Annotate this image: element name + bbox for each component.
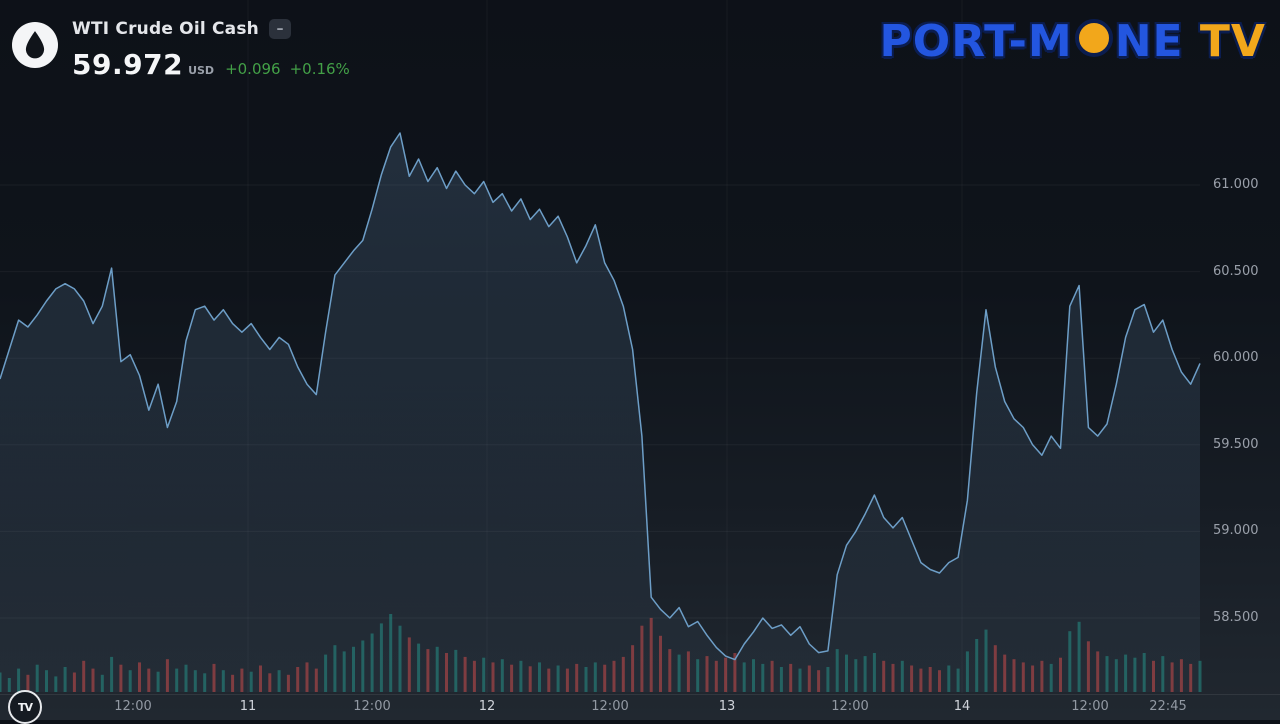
time-tick-label: 12:00 — [114, 699, 152, 714]
logo-orange-ball-icon: O — [1074, 19, 1113, 57]
time-tick-label: 22:45 — [1149, 699, 1187, 714]
price-tick-label: 59.500 — [1213, 437, 1259, 452]
time-tick-label: 12 — [478, 699, 496, 714]
price-tick-label: 59.000 — [1213, 523, 1259, 538]
price-scale[interactable]: 61.000 60.500 60.000 59.500 59.000 58.500 — [1206, 0, 1280, 694]
price-change-absolute: +0.096 — [225, 60, 281, 78]
tradingview-logo[interactable]: TV — [8, 690, 42, 724]
price-change-percent: +0.16% — [289, 60, 350, 78]
time-tick-label: 13 — [718, 699, 736, 714]
logo-text-blue-2: NE — [1114, 16, 1184, 67]
currency-label: USD — [188, 64, 215, 77]
time-tick-label: 14 — [953, 699, 971, 714]
time-tick-label: 12:00 — [831, 699, 869, 714]
time-axis[interactable]: 12:00 11 12:00 12 12:00 13 12:00 14 12:00 22:45 — [0, 694, 1280, 721]
last-price: 59.972 — [72, 48, 184, 81]
price-tick-label: 60.500 — [1213, 264, 1259, 279]
symbol-title[interactable]: WTI Crude Oil Cash — [72, 19, 259, 39]
logo-text-blue-1: PORT-M — [879, 16, 1073, 67]
time-tick-label: 11 — [239, 699, 257, 714]
time-tick-label: 12:00 — [591, 699, 629, 714]
price-tick-label: 61.000 — [1213, 177, 1259, 192]
time-tick-label: 12:00 — [1071, 699, 1109, 714]
oil-drop-icon — [12, 22, 58, 68]
port-mone-tv-logo: PORT-MONE TV — [880, 16, 1266, 67]
collapse-badge-button[interactable]: – — [268, 19, 291, 39]
price-tick-label: 58.500 — [1213, 610, 1259, 625]
time-tick-label: 12:00 — [353, 699, 391, 714]
symbol-header: WTI Crude Oil Cash – 59.972 USD +0.096 +… — [12, 14, 350, 81]
price-tick-label: 60.000 — [1213, 350, 1259, 365]
logo-text-tv: TV — [1199, 16, 1266, 67]
